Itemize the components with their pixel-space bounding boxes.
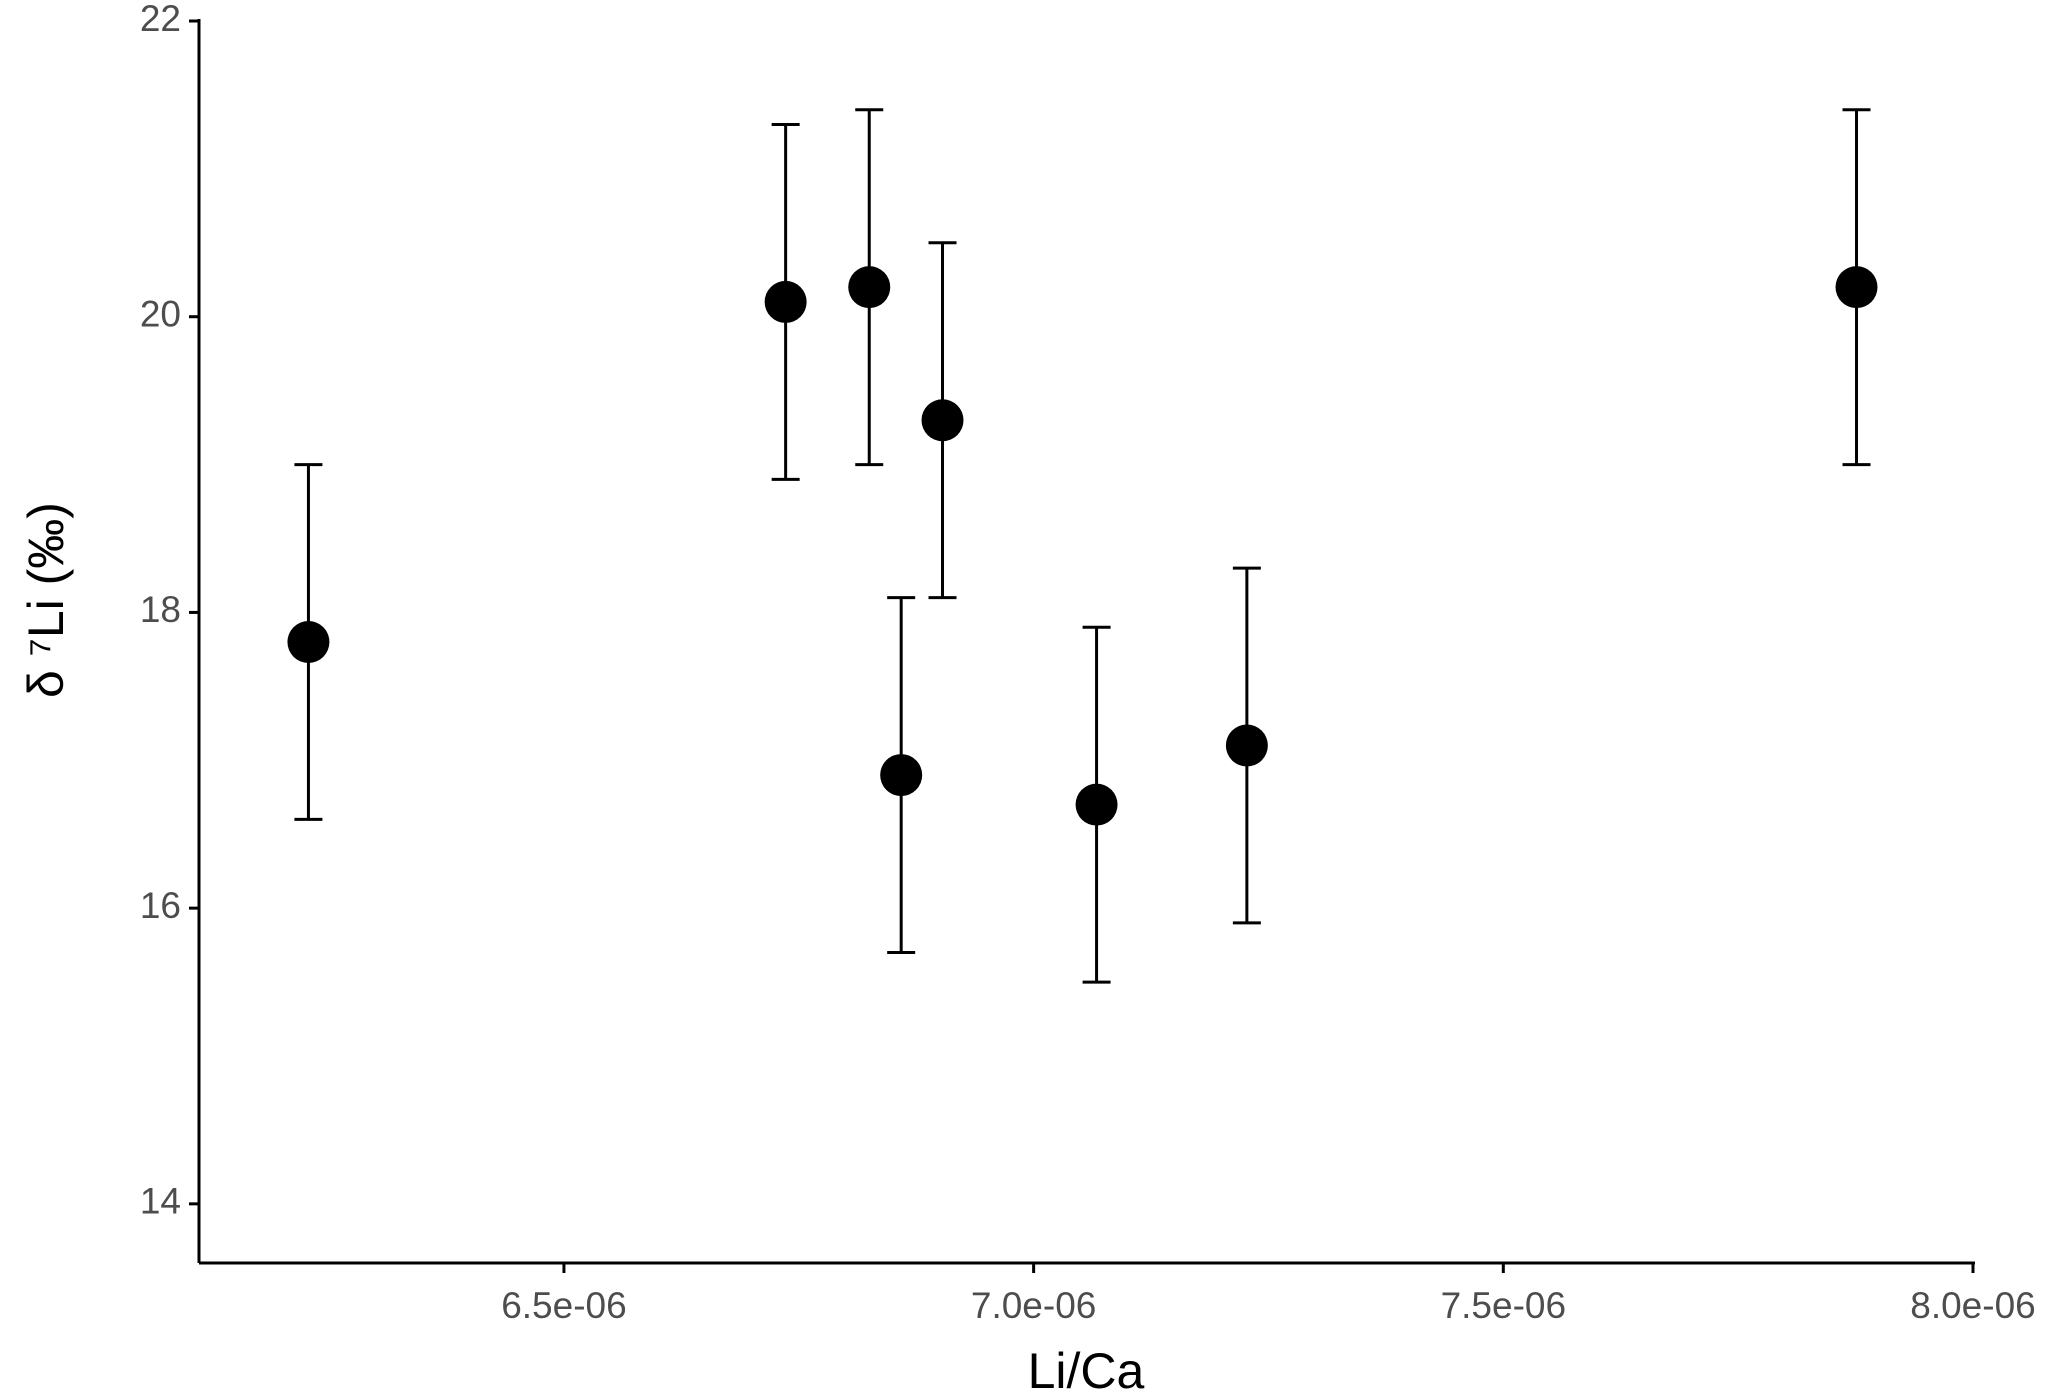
y-axis-title: δ ⁷Li (‰) [18,502,74,698]
y-tick-label: 20 [140,293,181,334]
point [848,266,891,309]
x-axis-title: Li/Ca [1028,1343,1145,1399]
y-tick-label: 18 [140,589,181,630]
x-tick-label: 8.0e-06 [1910,1285,2036,1326]
point [764,280,807,323]
y-tick-label: 22 [140,0,181,39]
point [880,754,923,797]
x-tick-label: 7.5e-06 [1441,1285,1567,1326]
y-tick-label: 14 [140,1181,181,1222]
point [287,621,330,663]
point [1835,266,1878,309]
x-tick-label: 7.0e-06 [971,1285,1097,1326]
x-tick-label: 6.5e-06 [501,1285,627,1326]
point [1075,783,1118,826]
point [1225,724,1268,767]
y-tick-label: 16 [140,885,181,926]
point [921,399,964,442]
